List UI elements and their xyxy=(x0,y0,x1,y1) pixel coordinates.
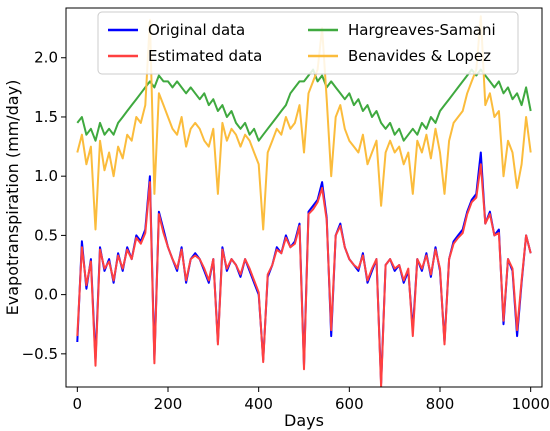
legend-label-original-data: Original data xyxy=(148,21,245,39)
legend-label-hargreaves-samani: Hargreaves-Samani xyxy=(348,21,496,39)
plot-lines xyxy=(76,15,532,387)
x-axis: 0 200 400 600 800 1000 xyxy=(73,387,550,413)
legend: Original data Estimated data Hargreaves-Sa… xyxy=(97,11,519,75)
x-tick-label: 400 xyxy=(244,395,273,413)
y-tick-label: 1.0 xyxy=(34,167,58,185)
x-tick-label: 800 xyxy=(426,395,455,413)
legend-label-estimated-data: Estimated data xyxy=(148,47,262,65)
y-tick-label: 0.0 xyxy=(34,286,58,304)
x-axis-title: Days xyxy=(284,411,324,430)
y-axis-title: Evapotranspiration (mm/day) xyxy=(3,80,22,316)
y-tick-label: 2.0 xyxy=(34,49,58,67)
legend-box xyxy=(97,11,519,75)
series-line-benavides-lopez xyxy=(76,15,532,231)
series-line-hargreaves-samani xyxy=(76,68,532,142)
plot-frame xyxy=(65,7,543,388)
x-tick-label: 600 xyxy=(335,395,364,413)
y-tick-label: −0.5 xyxy=(22,345,58,363)
x-tick-label: 1000 xyxy=(512,395,550,413)
x-tick-label: 0 xyxy=(73,395,83,413)
x-tick-label: 200 xyxy=(154,395,183,413)
y-axis: −0.5 0.0 0.5 1.0 1.5 2.0 xyxy=(22,49,66,363)
series-line-estimated-data xyxy=(76,163,532,387)
y-tick-label: 0.5 xyxy=(34,226,58,244)
legend-label-benavides-lopez: Benavides & Lopez xyxy=(348,47,491,65)
y-tick-label: 1.5 xyxy=(34,108,58,126)
